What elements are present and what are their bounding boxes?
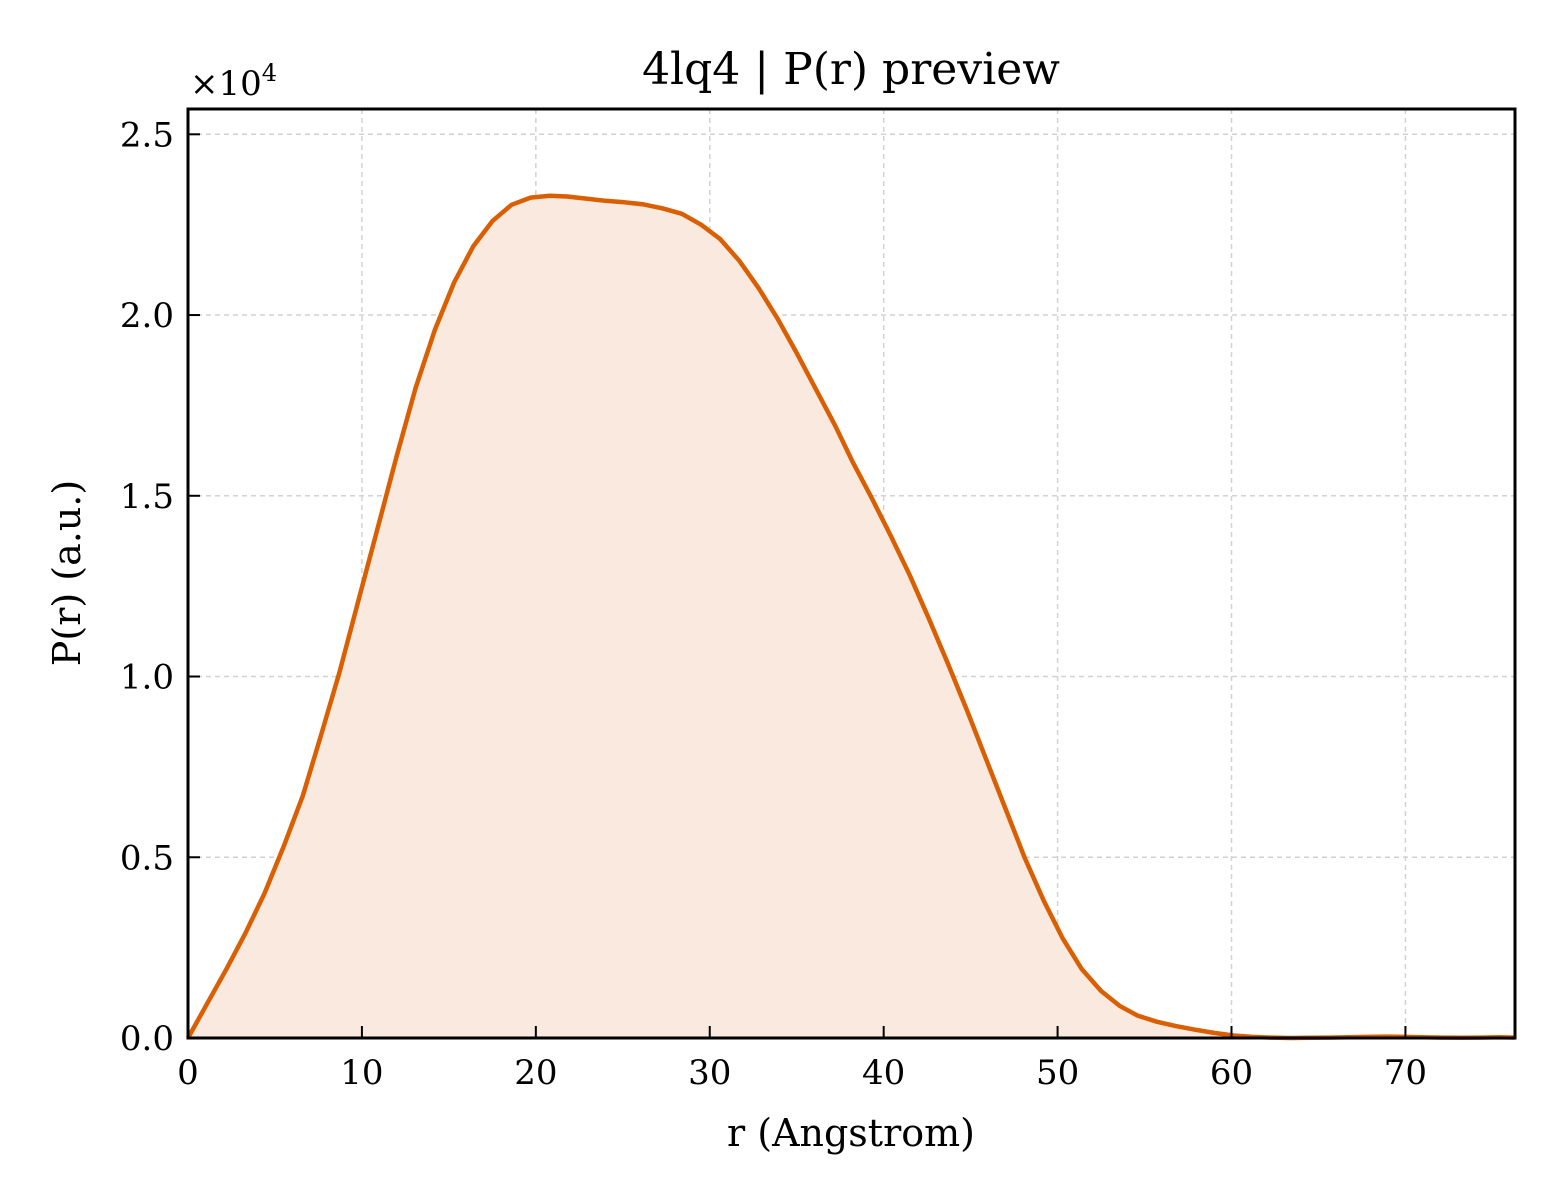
x-tick-label: 30 bbox=[688, 1053, 731, 1093]
y-tick-label: 1.5 bbox=[120, 477, 174, 517]
axis-ticks: 0 10 20 30 40 50 60 70 0.0 0.5 1.0 1.5 2.0 2.5 bbox=[120, 115, 1427, 1093]
x-tick-label: 50 bbox=[1036, 1053, 1079, 1093]
x-tick-label: 10 bbox=[340, 1053, 383, 1093]
x-tick-label: 40 bbox=[862, 1053, 905, 1093]
y-tick-label: 0.5 bbox=[120, 838, 174, 878]
y-axis-multiplier: ×104 bbox=[190, 59, 277, 104]
y-axis-label: P(r) (a.u.) bbox=[45, 480, 89, 666]
y-tick-label: 2.0 bbox=[120, 296, 174, 336]
area-fill bbox=[188, 195, 1515, 1039]
x-axis-label: r (Angstrom) bbox=[727, 1111, 975, 1155]
y-tick-label: 0.0 bbox=[120, 1019, 174, 1059]
chart-title: 4lq4 | P(r) preview bbox=[642, 44, 1060, 95]
x-tick-label: 20 bbox=[514, 1053, 557, 1093]
x-tick-label: 60 bbox=[1210, 1053, 1253, 1093]
plot-frame bbox=[186, 107, 1517, 1040]
x-tick-label: 70 bbox=[1384, 1053, 1427, 1093]
x-tick-label: 0 bbox=[177, 1053, 199, 1093]
y-tick-label: 1.0 bbox=[120, 658, 174, 698]
y-tick-label: 2.5 bbox=[120, 115, 174, 155]
